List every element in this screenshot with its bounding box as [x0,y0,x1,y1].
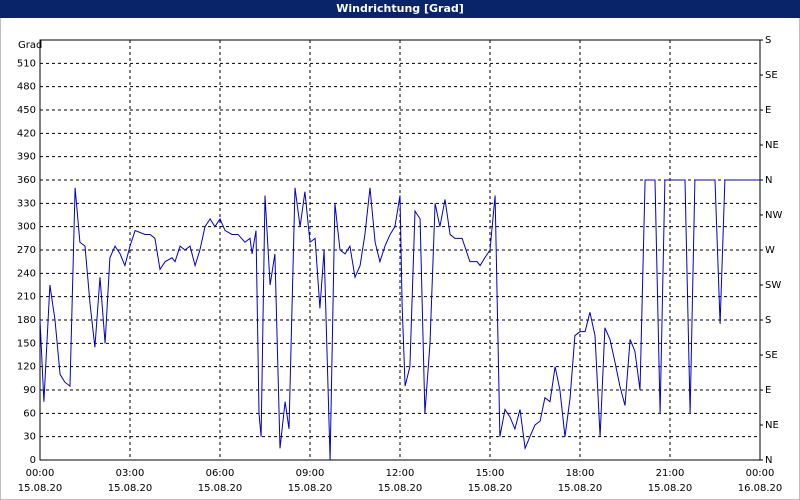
y2-tick-label: NW [765,210,782,221]
data-line [39,179,760,461]
x-tick-date: 15.08.20 [198,483,243,494]
x-tick-label: 00:00 [26,468,55,479]
y2-tick-label: E [765,105,771,116]
x-tick-label: 06:00 [206,468,235,479]
y-tick-label: 450 [17,105,36,116]
y-tick-label: 240 [17,268,36,279]
x-tick-date: 16.08.20 [738,483,783,494]
y-tick-label: 210 [17,292,36,303]
y-tick-label: 510 [17,58,36,69]
y-tick-label: 390 [17,152,36,163]
x-tick-label: 21:00 [656,468,685,479]
x-tick-date: 15.08.20 [468,483,513,494]
y2-tick-label: N [765,175,772,186]
x-tick-label: 18:00 [566,468,595,479]
marks [39,179,760,461]
y2-tick-label: W [765,245,775,256]
y2-tick-label: SE [765,70,778,81]
x-tick-label: 09:00 [296,468,325,479]
y2-tick-label: SW [765,280,781,291]
x-tick-label: 15:00 [476,468,505,479]
y-tick-label: 120 [17,362,36,373]
x-tick-date: 15.08.20 [378,483,423,494]
y-tick-label: 300 [17,222,36,233]
y2-tick-label: NE [765,420,779,431]
chart-title: Windrichtung [Grad] [336,2,464,15]
y-axis-label: Grad [18,40,42,51]
y-tick-label: 60 [23,408,36,419]
y-tick-label: 0 [30,455,36,466]
title-bar [0,0,800,18]
x-tick-date: 15.08.20 [18,483,63,494]
y-tick-label: 90 [23,385,36,396]
y2-tick-label: NE [765,140,779,151]
y-tick-label: 420 [17,128,36,139]
y-tick-label: 330 [17,198,36,209]
x-tick-label: 03:00 [116,468,145,479]
y-tick-label: 30 [23,432,36,443]
y2-tick-label: S [765,315,771,326]
y-tick-label: 480 [17,82,36,93]
x-tick-date: 15.08.20 [558,483,603,494]
y-tick-label: 270 [17,245,36,256]
x-tick-label: 00:00 [746,468,775,479]
y2-tick-label: SE [765,350,778,361]
y-tick-label: 150 [17,338,36,349]
y2-tick-label: N [765,455,772,466]
x-tick-date: 15.08.20 [108,483,153,494]
y-tick-label: 180 [17,315,36,326]
y2-tick-label: E [765,385,771,396]
x-tick-label: 12:00 [386,468,415,479]
x-tick-date: 15.08.20 [648,483,693,494]
x-tick-date: 15.08.20 [288,483,333,494]
y2-tick-label: S [765,35,771,46]
y-tick-label: 360 [17,175,36,186]
